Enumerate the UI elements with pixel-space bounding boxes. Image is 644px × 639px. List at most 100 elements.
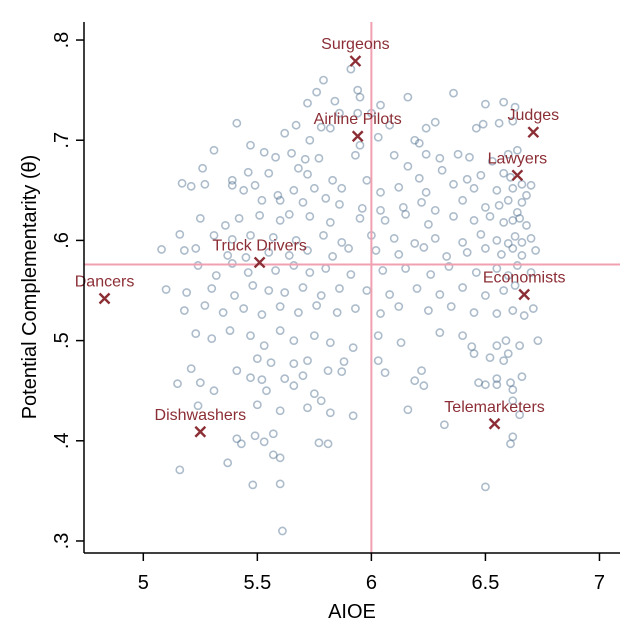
data-point [337,183,347,193]
data-point [289,261,299,270]
data-point [252,400,262,410]
data-point [273,190,283,200]
data-point [161,285,171,294]
data-point [173,379,182,389]
data-point [246,140,255,150]
data-point [499,217,509,227]
data-point [323,366,333,376]
data-point [517,179,527,189]
data-point [522,220,531,230]
data-point [467,342,477,352]
data-point [332,308,342,317]
data-point [492,374,502,384]
data-point [198,163,208,173]
data-point [380,368,390,378]
data-point [275,406,285,416]
data-point [316,291,326,300]
data-point [275,453,285,463]
x-marker-icon [518,288,531,301]
data-point [419,243,429,252]
data-point [278,526,287,536]
data-point [506,378,515,388]
data-point [492,236,502,245]
data-point [508,306,518,315]
data-point [471,268,481,277]
data-point [232,366,242,376]
data-point [508,183,518,193]
x-marker-icon [98,292,111,305]
data-point [275,302,285,311]
data-point [469,349,479,359]
y-tick-label: .6 [51,232,73,249]
data-point [378,266,388,275]
data-point [211,271,221,280]
y-axis-ticks: .3 .4 .5 .6 .7 .8 [51,32,84,549]
data-point [421,187,431,197]
data-point [175,229,185,239]
data-point [373,132,383,142]
data-point [531,246,541,255]
data-point [492,185,502,195]
data-point [271,152,280,162]
data-point [303,98,312,108]
data-point [437,165,447,175]
data-point [410,239,420,248]
data-point [298,371,308,381]
data-point [257,375,267,385]
data-point [291,236,301,245]
data-point [421,149,431,159]
data-point [195,378,205,388]
data-point [275,326,285,335]
data-point [515,341,525,351]
point-label: Judges [508,107,560,124]
highlighted-point: Economists [483,270,566,301]
data-point [385,120,395,130]
data-point [186,364,196,374]
data-point [469,308,479,317]
data-point [257,310,267,319]
data-point [517,238,527,247]
data-point [298,283,308,292]
data-point [403,405,413,415]
data-point [316,122,326,132]
data-point [280,288,290,297]
data-point [503,239,513,248]
data-point [476,229,486,239]
data-point [357,203,367,213]
data-point [243,268,253,277]
data-point [517,251,527,260]
data-point [257,195,267,205]
data-point [430,205,440,215]
data-point [316,396,326,406]
data-point [348,411,358,421]
data-point [264,248,274,257]
data-point [508,396,518,406]
data-point [227,259,237,268]
data-point [401,264,410,273]
x-marker-icon [194,425,207,438]
data-point [328,252,338,261]
data-point [444,262,454,271]
data-point [309,331,319,340]
data-point [519,311,529,320]
data-point [355,140,365,150]
data-point [259,341,269,351]
data-point [255,210,265,220]
data-point [389,234,399,243]
highlighted-point: Judges [508,107,560,139]
data-point [266,358,276,368]
data-point [200,179,210,189]
data-point [512,261,522,270]
data-point [191,244,201,253]
data-point [284,209,294,219]
data-point [207,284,217,293]
data-point [481,99,490,109]
data-point [499,97,509,107]
data-point [424,306,433,315]
data-point [157,245,166,254]
y-tick-label: .4 [51,432,73,449]
data-point [414,173,424,183]
data-point [275,195,285,205]
data-point [394,250,404,259]
data-point [239,304,249,313]
